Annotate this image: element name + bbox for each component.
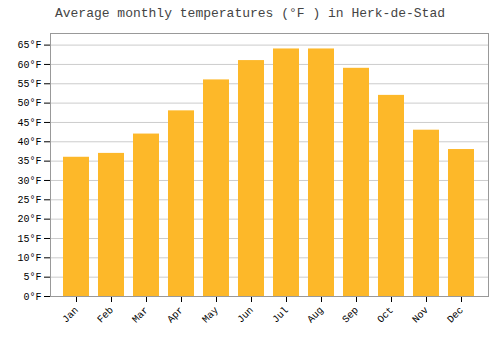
svg-text:May: May — [200, 305, 221, 326]
svg-text:50°F: 50°F — [17, 98, 41, 109]
svg-text:35°F: 35°F — [17, 156, 41, 167]
svg-text:Apr: Apr — [165, 305, 186, 326]
svg-text:Dec: Dec — [445, 305, 466, 326]
svg-text:Jul: Jul — [270, 305, 291, 326]
svg-text:25°F: 25°F — [17, 195, 41, 206]
svg-text:20°F: 20°F — [17, 214, 41, 225]
html-text:Average monthly temperatures (: Average monthly temperatures (°F ) in He… — [55, 6, 445, 21]
svg-text:60°F: 60°F — [17, 60, 41, 71]
svg-text:0°F: 0°F — [23, 292, 41, 303]
svg-text:65°F: 65°F — [17, 40, 41, 51]
svg-text:55°F: 55°F — [17, 79, 41, 90]
svg-text:Aug: Aug — [305, 305, 326, 326]
svg-text:Jan: Jan — [60, 305, 81, 326]
svg-text:Feb: Feb — [95, 305, 116, 326]
svg-text:Sep: Sep — [340, 305, 361, 326]
svg-text:5°F: 5°F — [23, 272, 41, 283]
svg-text:40°F: 40°F — [17, 137, 41, 148]
svg-text:15°F: 15°F — [17, 234, 41, 245]
svg-text:Oct: Oct — [375, 305, 396, 326]
svg-text:Mar: Mar — [130, 305, 151, 326]
svg-text:Nov: Nov — [410, 305, 431, 326]
svg-text:30°F: 30°F — [17, 176, 41, 187]
svg-text:45°F: 45°F — [17, 118, 41, 129]
svg-text:10°F: 10°F — [17, 253, 41, 264]
svg-text:Jun: Jun — [235, 305, 256, 326]
